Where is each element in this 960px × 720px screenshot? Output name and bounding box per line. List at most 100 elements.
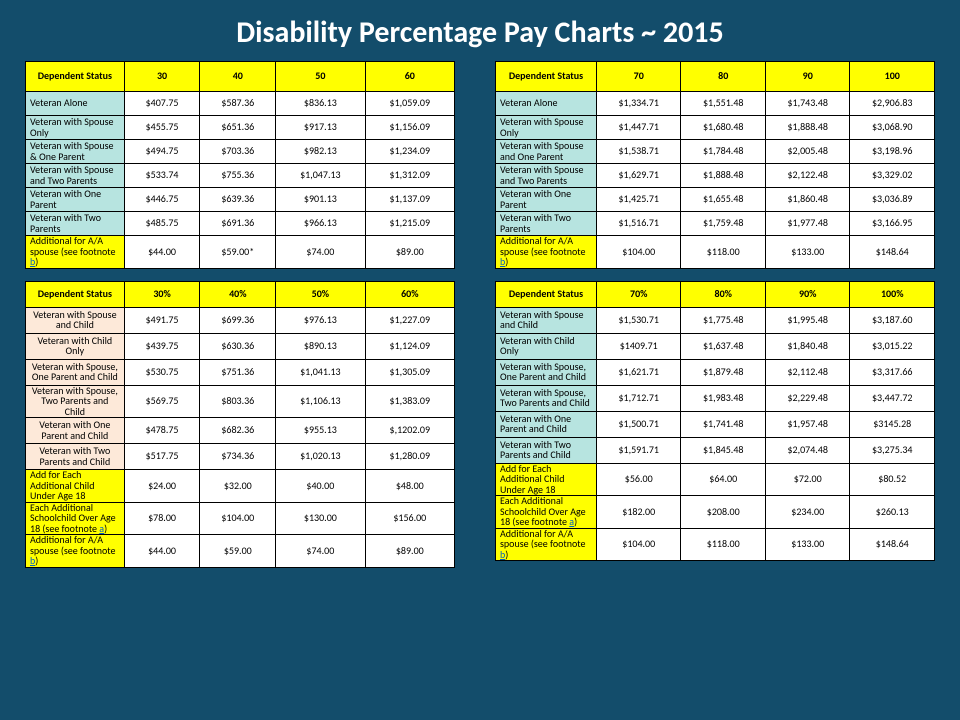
cell: $1,047.13	[276, 164, 365, 188]
cell: $133.00	[765, 528, 850, 561]
cell: $182.00	[596, 496, 681, 529]
cell: $966.13	[276, 212, 365, 236]
cell: $1,775.48	[681, 307, 766, 333]
cell: $755.36	[200, 164, 276, 188]
cell: $1,591.71	[596, 437, 681, 463]
cell: $1,530.71	[596, 307, 681, 333]
footnote-link[interactable]: b	[500, 548, 505, 561]
cell: $59.00*	[200, 236, 276, 269]
cell: $1,637.48	[681, 333, 766, 359]
col-header-2: 50	[276, 62, 365, 92]
col-header-status: Dependent Status	[26, 281, 125, 307]
col-header-3: 100%	[850, 281, 935, 307]
cell: $1,425.71	[596, 188, 681, 212]
cell: $491.75	[124, 307, 200, 333]
cell: $148.64	[850, 528, 935, 561]
cell: $59.00	[200, 535, 276, 568]
col-header-2: 90%	[765, 281, 850, 307]
cell: $446.75	[124, 188, 200, 212]
cell: $639.36	[200, 188, 276, 212]
cell: $1,551.48	[681, 92, 766, 116]
row-label: Veteran with Spouse Only	[26, 116, 125, 140]
cell: $1,059.09	[365, 92, 454, 116]
row-label: Veteran with Spouse and Child	[26, 307, 125, 333]
cell: $901.13	[276, 188, 365, 212]
cell: $104.00	[200, 502, 276, 535]
cell: $1,234.09	[365, 140, 454, 164]
table-1: Dependent Status30405060Veteran Alone$40…	[25, 61, 455, 269]
row-label: Each Additional Schoolchild Over Age 18 …	[496, 496, 597, 529]
row-label: Additional for A/A spouse (see footnote …	[496, 528, 597, 561]
cell: $133.00	[765, 236, 850, 269]
col-header-1: 80%	[681, 281, 766, 307]
table-4-wrap: Dependent Status70%80%90%100%Veteran wit…	[495, 281, 935, 568]
row-label: Additional for A/A spouse (see footnote …	[496, 236, 597, 269]
cell: $72.00	[765, 463, 850, 496]
table-3: Dependent Status708090100Veteran Alone$1…	[495, 61, 935, 269]
cell: $803.36	[200, 385, 276, 418]
cell: $2,112.48	[765, 359, 850, 385]
row-label: Veteran with Spouse and Two Parents	[26, 164, 125, 188]
cell: $3,015.22	[850, 333, 935, 359]
cell: $1,447.71	[596, 116, 681, 140]
table-2-wrap: Dependent Status30%40%50%60%Veteran with…	[25, 281, 455, 568]
row-label: Add for Each Additional Child Under Age …	[496, 463, 597, 496]
cell: $955.13	[276, 418, 365, 444]
cell: $587.36	[200, 92, 276, 116]
cell: $104.00	[596, 528, 681, 561]
cell: $517.75	[124, 444, 200, 470]
row-label: Veteran with One Parent and Child	[26, 418, 125, 444]
cell: $3,447.72	[850, 385, 935, 411]
cell: $56.00	[596, 463, 681, 496]
cell: $1,845.48	[681, 437, 766, 463]
cell: $1,888.48	[681, 164, 766, 188]
cell: $1,888.48	[765, 116, 850, 140]
row-label: Veteran Alone	[26, 92, 125, 116]
row-label: Veteran with Spouse, Two Parents and Chi…	[26, 385, 125, 418]
footnote-link[interactable]: b	[30, 255, 35, 268]
cell: $64.00	[681, 463, 766, 496]
col-header-2: 50%	[276, 281, 365, 307]
cell: $2,074.48	[765, 437, 850, 463]
cell: $,1202.09	[365, 418, 454, 444]
cell: $407.75	[124, 92, 200, 116]
col-header-0: 30%	[124, 281, 200, 307]
cell: $917.13	[276, 116, 365, 140]
cell: $89.00	[365, 535, 454, 568]
row-label: Additional for A/A spouse (see footnote …	[26, 236, 125, 269]
footnote-link[interactable]: b	[500, 255, 505, 268]
row-label: Veteran with Spouse, One Parent and Chil…	[26, 359, 125, 385]
cell: $836.13	[276, 92, 365, 116]
cell: $80.52	[850, 463, 935, 496]
cell: $651.36	[200, 116, 276, 140]
cell: $148.64	[850, 236, 935, 269]
cell: $3,187.60	[850, 307, 935, 333]
cell: $118.00	[681, 528, 766, 561]
footnote-link[interactable]: b	[30, 554, 35, 567]
cell: $40.00	[276, 470, 365, 503]
col-header-0: 30	[124, 62, 200, 92]
col-header-2: 90	[765, 62, 850, 92]
cell: $1,106.13	[276, 385, 365, 418]
cell: $569.75	[124, 385, 200, 418]
cell: $3145.28	[850, 411, 935, 437]
cell: $533.74	[124, 164, 200, 188]
cell: $156.00	[365, 502, 454, 535]
cell: $260.13	[850, 496, 935, 529]
cell: $1,629.71	[596, 164, 681, 188]
cell: $1,500.71	[596, 411, 681, 437]
cell: $439.75	[124, 333, 200, 359]
cell: $751.36	[200, 359, 276, 385]
cell: $2,906.83	[850, 92, 935, 116]
table-1-wrap: Dependent Status30405060Veteran Alone$40…	[25, 61, 455, 269]
row-label: Add for Each Additional Child Under Age …	[26, 470, 125, 503]
cell: $3,329.02	[850, 164, 935, 188]
row-label: Veteran with Spouse and Child	[496, 307, 597, 333]
cell: $3,068.90	[850, 116, 935, 140]
cell: $48.00	[365, 470, 454, 503]
cell: $699.36	[200, 307, 276, 333]
row-label: Veteran Alone	[496, 92, 597, 116]
cell: $1,860.48	[765, 188, 850, 212]
cell: $3,275.34	[850, 437, 935, 463]
col-header-3: 60	[365, 62, 454, 92]
